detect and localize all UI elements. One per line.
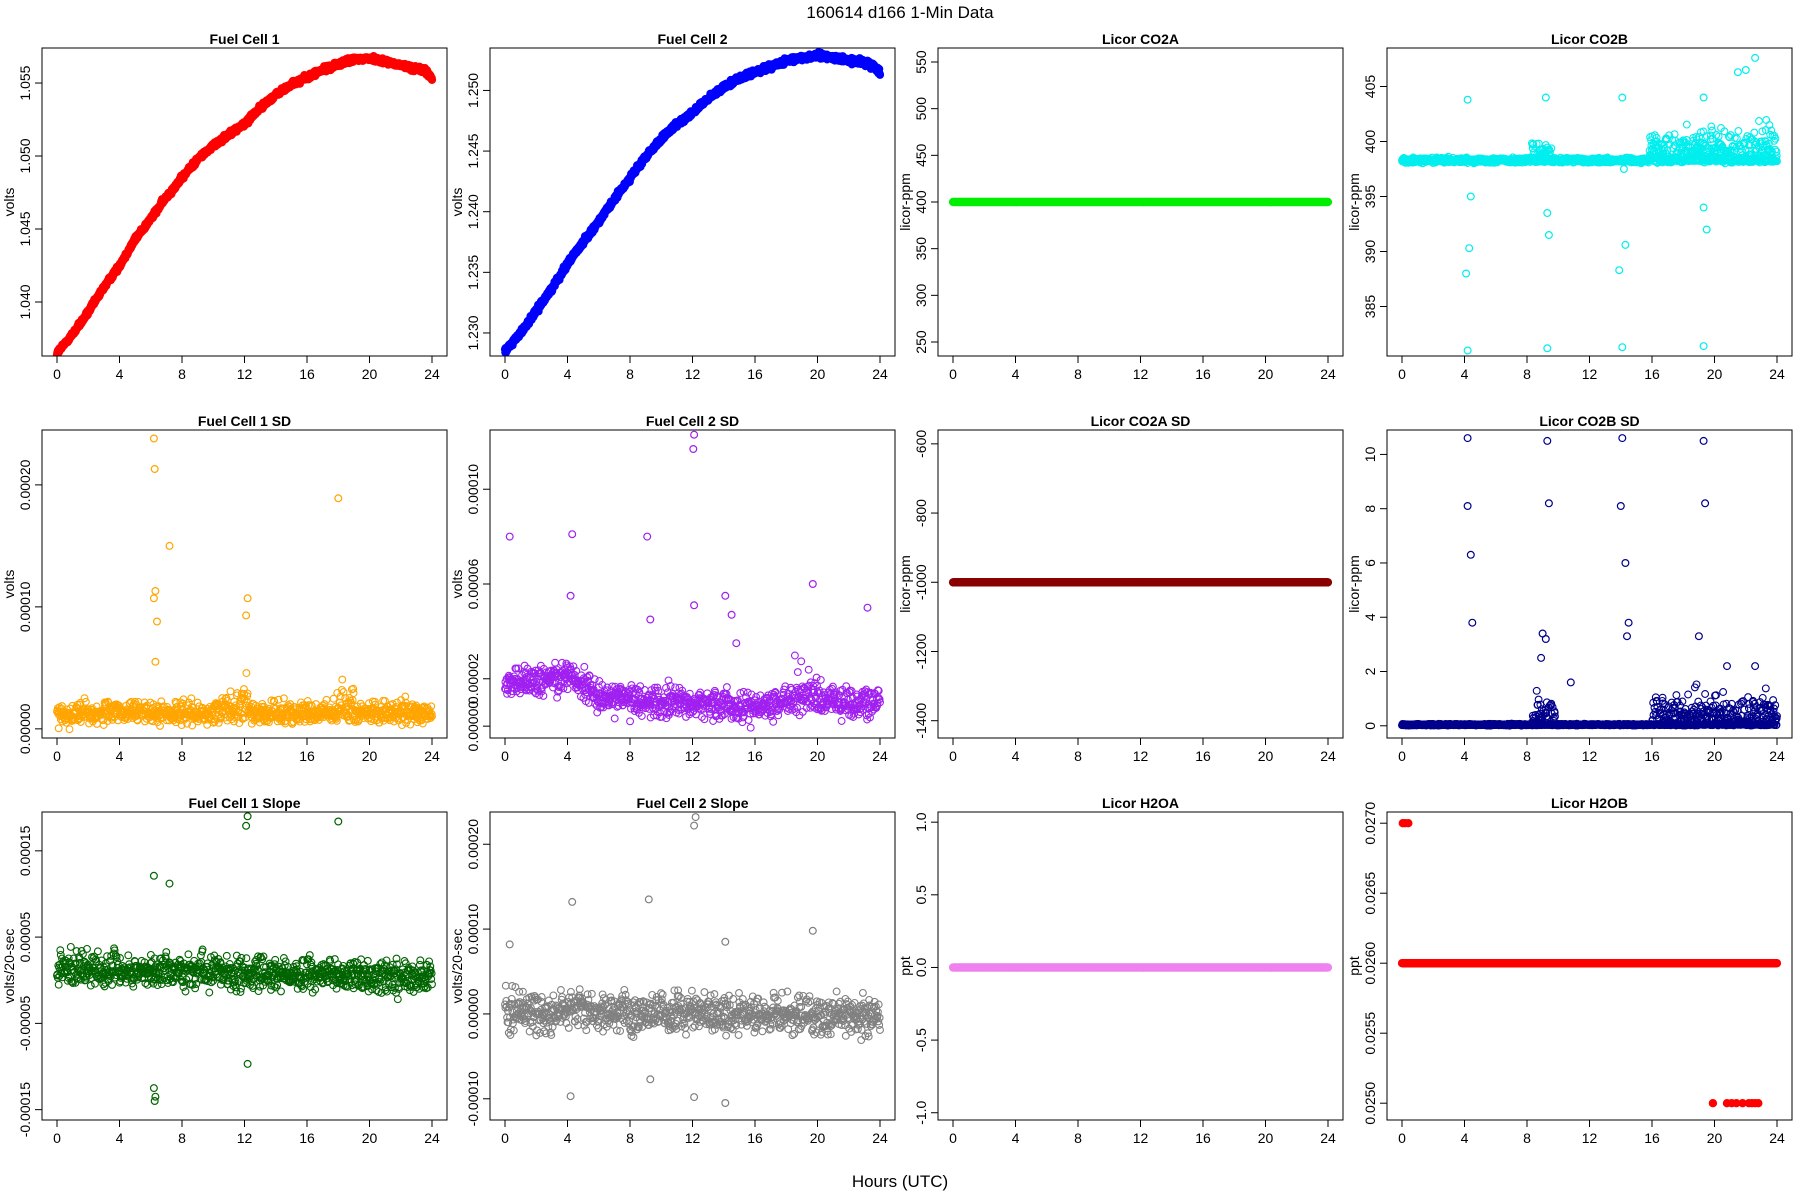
y-tick-label: 1.235 bbox=[465, 255, 481, 290]
x-tick-label: 24 bbox=[424, 366, 440, 382]
y-tick-label: 450 bbox=[913, 143, 929, 167]
y-tick-label: 1.230 bbox=[465, 315, 481, 350]
x-tick-label: 8 bbox=[1074, 366, 1082, 382]
plot-frame bbox=[489, 47, 896, 357]
panel-title: Fuel Cell 1 bbox=[209, 31, 279, 47]
panel-title: Fuel Cell 2 bbox=[657, 31, 727, 47]
x-tick-label: 0 bbox=[53, 366, 61, 382]
y-axis-label: volts bbox=[449, 188, 465, 217]
x-tick-label: 16 bbox=[747, 366, 763, 382]
x-tick-label: 0 bbox=[501, 366, 509, 382]
panel-title: Licor CO2A bbox=[1102, 31, 1179, 47]
y-axis-label: volts bbox=[1, 188, 17, 217]
y-tick-label: 350 bbox=[913, 237, 929, 261]
x-tick-label: 4 bbox=[564, 366, 572, 382]
y-tick-label: 1.040 bbox=[17, 284, 33, 319]
data-point bbox=[1323, 197, 1333, 207]
y-tick-label: 1.055 bbox=[17, 65, 33, 100]
x-tick-label: 4 bbox=[116, 366, 124, 382]
x-tick-label: 12 bbox=[685, 366, 701, 382]
panel-co2a: Licor CO2A 0 4 8 12 16 20 24 250 300 350 400 450 500 5… bbox=[897, 31, 1344, 382]
y-tick-label: 500 bbox=[913, 97, 929, 121]
panel-fc1: Fuel Cell 1 0 4 8 12 16 20 24 1.040 1.045 1.050 1.0… bbox=[1, 31, 448, 382]
y-axis-label: licor-ppm bbox=[897, 173, 913, 231]
x-tick-label: 8 bbox=[178, 366, 186, 382]
x-tick-label: 12 bbox=[1133, 366, 1149, 382]
x-tick-label: 8 bbox=[626, 366, 634, 382]
x-tick-label: 16 bbox=[299, 366, 315, 382]
y-tick-label: 1.250 bbox=[465, 73, 481, 108]
x-tick-label: 24 bbox=[872, 366, 888, 382]
data-points bbox=[500, 48, 885, 356]
y-tick-label: 250 bbox=[913, 330, 929, 354]
x-tick-label: 24 bbox=[1320, 366, 1336, 382]
figure-title: 160614 d166 1-Min Data bbox=[806, 3, 994, 22]
y-tick-label: 1.240 bbox=[465, 194, 481, 229]
x-tick-label: 4 bbox=[1012, 366, 1020, 382]
y-tick-label: 1.245 bbox=[465, 133, 481, 168]
data-points bbox=[1398, 53, 1781, 355]
plot-frame bbox=[41, 47, 448, 357]
x-tick-label: 20 bbox=[810, 366, 826, 382]
panel-fc2: Fuel Cell 2 0 4 8 12 16 20 24 1.230 1.235 1.240 1.2… bbox=[449, 31, 896, 382]
x-tick-label: 16 bbox=[1195, 366, 1211, 382]
data-points bbox=[52, 52, 437, 356]
data-point bbox=[875, 70, 885, 79]
y-tick-label: 400 bbox=[913, 190, 929, 214]
y-tick-label: 1.045 bbox=[17, 211, 33, 246]
x-tick-label: 0 bbox=[949, 366, 957, 382]
panel-title: Licor CO2B bbox=[1551, 31, 1628, 47]
y-tick-label: 1.050 bbox=[17, 138, 33, 173]
y-tick-label: 300 bbox=[913, 283, 929, 307]
y-tick-label: 550 bbox=[913, 50, 929, 74]
x-tick-label: 20 bbox=[362, 366, 378, 382]
data-point bbox=[427, 75, 437, 85]
x-tick-label: 12 bbox=[237, 366, 253, 382]
data-points bbox=[948, 197, 1333, 207]
x-tick-label: 20 bbox=[1258, 366, 1274, 382]
